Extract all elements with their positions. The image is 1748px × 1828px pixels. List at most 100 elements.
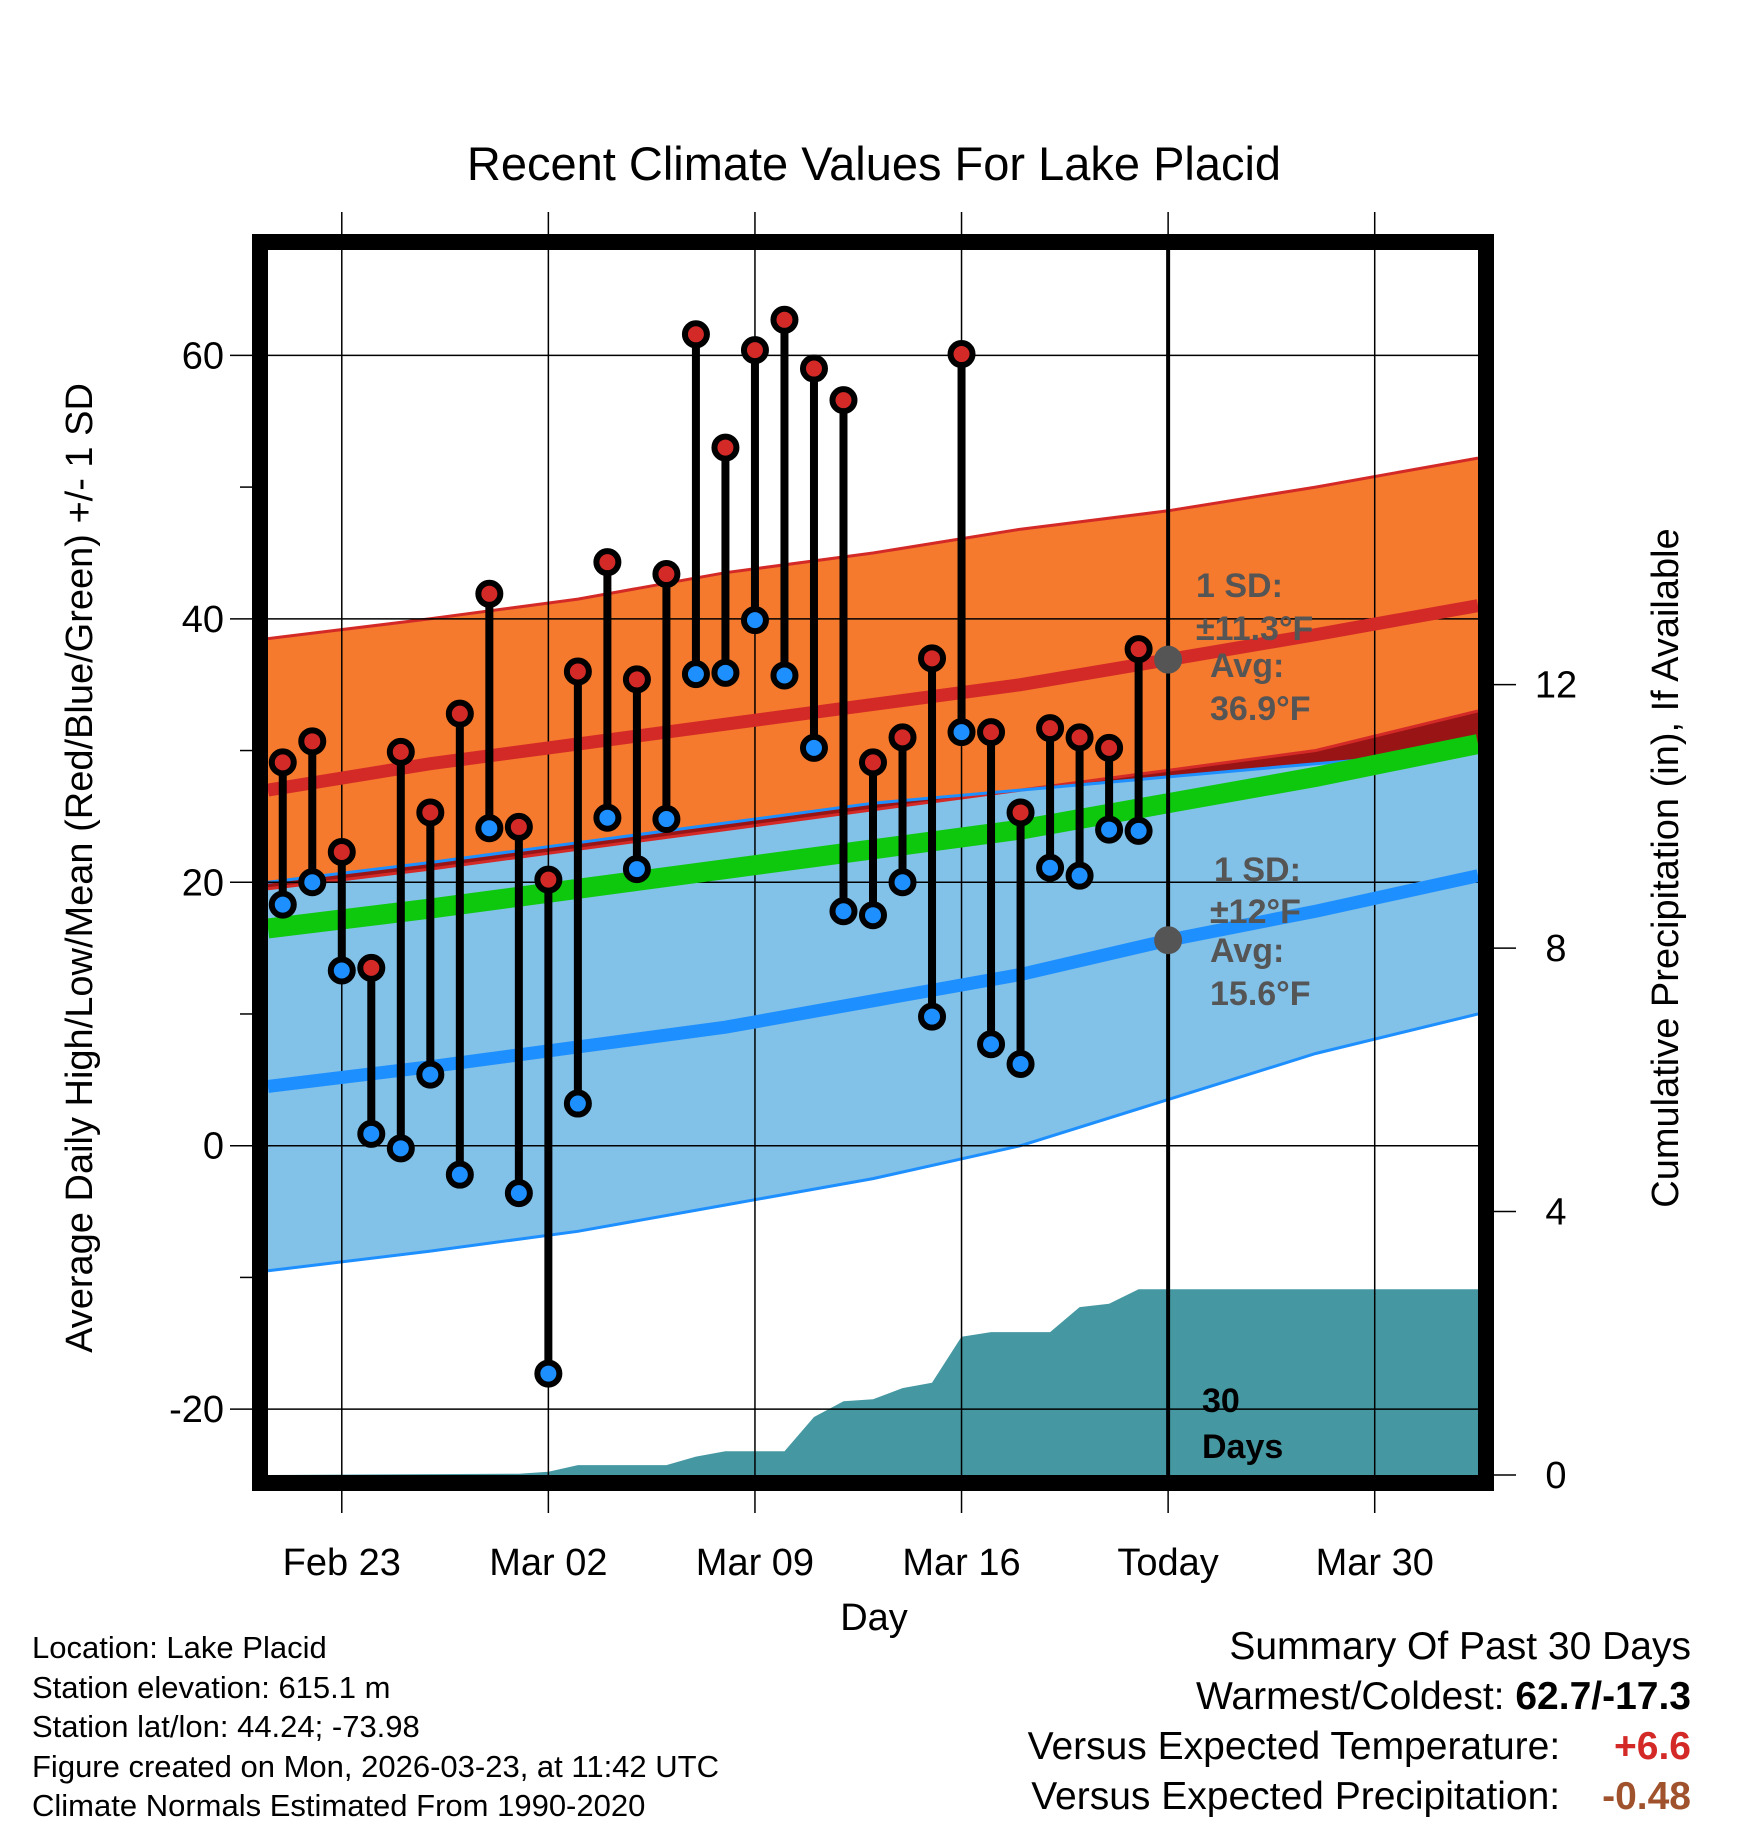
- low-normal-line: [268, 869, 1478, 1093]
- low-temp-dot: [1095, 815, 1124, 844]
- elevation-text: Station elevation: 615.1 m: [32, 1669, 391, 1705]
- high-temp-dot: [829, 386, 858, 415]
- plot-area: [268, 250, 1478, 1475]
- x-tick-label: Today: [1117, 1542, 1218, 1584]
- high-sd-label: 1 SD:: [1196, 567, 1283, 605]
- high-sd-band: [268, 458, 1478, 889]
- low-temp-dot: [622, 855, 651, 884]
- high-temp-dot: [386, 737, 415, 766]
- y-axis-label: Average Daily High/Low/Mean (Red/Blue/Gr…: [59, 383, 101, 1353]
- high-temp-dot: [416, 798, 445, 827]
- high-temp-dot: [357, 953, 386, 982]
- high-avg-label: Avg:: [1210, 647, 1284, 685]
- high-temp-dot: [770, 305, 799, 334]
- days-label: Days: [1202, 1428, 1283, 1466]
- low-sd-value: ±12°F: [1210, 893, 1301, 931]
- y2-tick-label: 8: [1545, 928, 1566, 970]
- precip-area: [268, 1289, 1478, 1475]
- low-temp-dot: [947, 718, 976, 747]
- temp-anomaly-value: +6.6: [1614, 1725, 1691, 1768]
- low-temp-dot: [445, 1160, 474, 1189]
- high-temp-dot: [740, 336, 769, 365]
- station-metadata: Location: Lake Placid Station elevation:…: [32, 1628, 719, 1826]
- low-sd-label: 1 SD:: [1214, 851, 1301, 889]
- y-tick-label: 20: [182, 862, 224, 904]
- latlon-text: Station lat/lon: 44.24; -73.98: [32, 1709, 420, 1744]
- low-temp-dot: [859, 901, 887, 930]
- high-temp-dot: [1006, 798, 1035, 827]
- high-avg-value: 36.9°F: [1210, 690, 1311, 728]
- x-axis-label: Day: [840, 1597, 908, 1639]
- high-temp-dot: [534, 865, 563, 894]
- summary-panel: Summary Of Past 30 Days Warmest/Coldest:…: [1028, 1622, 1691, 1822]
- today-low-avg-marker: [1154, 926, 1183, 955]
- x-tick-label: Mar 30: [1316, 1542, 1434, 1584]
- high-temp-dot: [859, 748, 887, 777]
- high-temp-dot: [918, 644, 947, 673]
- days-count: 30: [1202, 1382, 1240, 1420]
- low-temp-dot: [888, 868, 917, 897]
- warm-cold-label: Warmest/Coldest:: [1196, 1675, 1505, 1718]
- today-high-avg-marker: [1154, 645, 1183, 674]
- precip-anomaly-row: Versus Expected Precipitation: -0.48: [1028, 1772, 1691, 1822]
- y2-tick-label: 12: [1535, 665, 1577, 707]
- low-temp-dot: [534, 1359, 563, 1388]
- low-temp-dot: [504, 1179, 533, 1208]
- low-temp-dot: [1124, 816, 1153, 845]
- high-temp-dot: [622, 665, 651, 694]
- high-temp-dot: [1036, 714, 1065, 743]
- warm-cold-value: 62.7/-17.3: [1515, 1675, 1691, 1718]
- high-temp-dot: [1065, 723, 1094, 752]
- y-tick-label: 0: [203, 1126, 224, 1168]
- y-tick-label: -20: [169, 1389, 224, 1431]
- high-temp-dot: [327, 837, 356, 866]
- low-temp-dot: [1006, 1050, 1035, 1079]
- created-text: Figure created on Mon, 2026-03-23, at 11…: [32, 1748, 719, 1784]
- high-temp-dot: [593, 548, 622, 577]
- low-temp-dot: [681, 660, 710, 689]
- warm-cold-row: Warmest/Coldest: 62.7/-17.3: [1028, 1672, 1691, 1722]
- location-text: Location: Lake Placid: [32, 1630, 327, 1665]
- y-tick-label: 60: [182, 335, 224, 377]
- high-temp-dot: [563, 657, 592, 686]
- low-temp-dot: [829, 897, 858, 926]
- low-temp-dot: [327, 956, 356, 985]
- high-temp-dot: [1095, 733, 1124, 762]
- x-tick-label: Mar 02: [489, 1542, 607, 1584]
- low-temp-dot: [593, 803, 622, 832]
- low-temp-dot: [799, 733, 828, 762]
- plot-frame: [252, 234, 1494, 1491]
- low-temp-dot: [770, 661, 799, 690]
- precip-anomaly-label: Versus Expected Precipitation:: [1031, 1775, 1561, 1818]
- y2-tick-label: 0: [1545, 1455, 1566, 1497]
- high-temp-dot: [268, 748, 297, 777]
- high-temp-dot: [504, 812, 533, 841]
- high-normal-line: [268, 599, 1478, 797]
- high-temp-dot: [1124, 635, 1153, 664]
- high-temp-dot: [445, 699, 474, 728]
- low-temp-dot: [357, 1119, 386, 1148]
- high-sd-upper-line: [268, 456, 1478, 641]
- low-temp-dot: [918, 1002, 947, 1031]
- temp-anomaly-label: Versus Expected Temperature:: [1027, 1725, 1561, 1768]
- temp-anomaly-row: Versus Expected Temperature: +6.6: [1028, 1722, 1691, 1772]
- precip-anomaly-value: -0.48: [1602, 1775, 1691, 1818]
- low-temp-dot: [1065, 861, 1094, 890]
- low-sd-lower-line: [268, 1012, 1478, 1273]
- low-temp-dot: [416, 1060, 445, 1089]
- high-temp-dot: [298, 727, 327, 756]
- low-temp-dot: [298, 868, 327, 897]
- y-tick-label: 40: [182, 599, 224, 641]
- chart-title: Recent Climate Values For Lake Placid: [467, 137, 1281, 190]
- low-temp-dot: [977, 1030, 1006, 1059]
- x-tick-label: Mar 09: [696, 1542, 814, 1584]
- y2-axis-label: Cumulative Precipitation (in), If Availa…: [1645, 528, 1687, 1207]
- high-temp-dot: [947, 340, 976, 369]
- high-temp-dot: [977, 718, 1006, 747]
- low-avg-label: Avg:: [1210, 932, 1284, 970]
- low-temp-dot: [711, 658, 740, 687]
- high-temp-dot: [652, 560, 681, 589]
- normals-text: Climate Normals Estimated From 1990-2020: [32, 1788, 646, 1823]
- x-tick-label: Feb 23: [283, 1542, 401, 1584]
